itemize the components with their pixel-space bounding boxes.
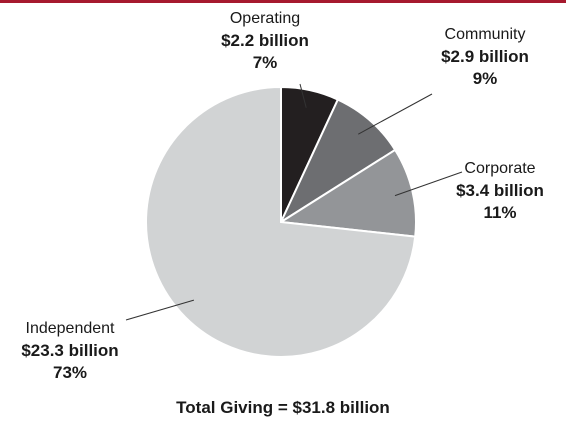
leader-line-independent	[125, 299, 195, 321]
slice-amount-community: $2.9 billion	[441, 47, 529, 66]
chart-title-total-giving: Total Giving = $31.8 billion	[176, 398, 390, 417]
slice-name-corporate: Corporate	[464, 160, 536, 177]
slice-amount-corporate: $3.4 billion	[456, 181, 544, 200]
top-accent-rule	[0, 0, 566, 3]
label-independent: Independent $23.3 billion 73%	[0, 318, 140, 384]
slice-name-independent: Independent	[25, 320, 115, 337]
slice-amount-independent: $23.3 billion	[21, 341, 119, 360]
leader-line-community	[358, 93, 433, 135]
label-operating: Operating $2.2 billion 7%	[190, 8, 340, 74]
pie-slice-independent	[145, 85, 417, 358]
slice-name-operating: Operating	[229, 10, 301, 27]
slice-percent-operating: 7%	[252, 53, 278, 72]
leader-line-operating	[299, 83, 307, 108]
slice-percent-corporate: 11%	[483, 203, 517, 222]
slice-amount-operating: $2.2 billion	[221, 31, 309, 50]
slice-percent-independent: 73%	[52, 363, 88, 382]
pie-slice-corporate	[278, 148, 417, 238]
label-corporate: Corporate $3.4 billion 11%	[430, 158, 566, 224]
slice-name-community: Community	[444, 26, 526, 43]
slice-percent-community: 9%	[472, 69, 498, 88]
leader-line-corporate	[394, 171, 463, 197]
label-community: Community $2.9 billion 9%	[410, 24, 560, 90]
